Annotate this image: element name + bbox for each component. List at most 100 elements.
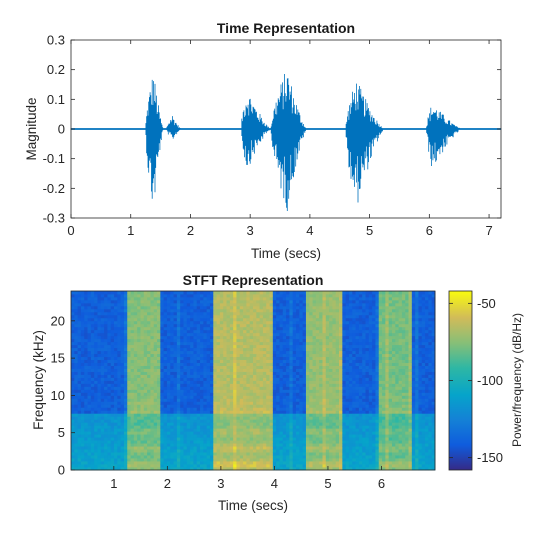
heatmap-cell (243, 318, 247, 321)
heatmap-cell (184, 440, 188, 443)
heatmap-cell (256, 428, 260, 431)
heatmap-cell (336, 297, 340, 300)
heatmap-cell (147, 294, 151, 297)
heatmap-cell (213, 333, 217, 336)
heatmap-cell (97, 297, 101, 300)
heatmap-cell (250, 315, 254, 318)
heatmap-cell (193, 431, 197, 434)
heatmap-cell (260, 333, 264, 336)
heatmap-cell (91, 342, 95, 345)
heatmap-cell (286, 401, 290, 404)
heatmap-cell (203, 395, 207, 398)
heatmap-cell (250, 300, 254, 303)
heatmap-cell (74, 306, 78, 309)
heatmap-cell (250, 375, 254, 378)
heatmap-cell (213, 360, 217, 363)
heatmap-cell (227, 395, 231, 398)
heatmap-cell (174, 291, 178, 294)
heatmap-cell (283, 348, 287, 351)
heatmap-cell (137, 437, 141, 440)
heatmap-cell (200, 354, 204, 357)
heatmap-cell (236, 336, 240, 339)
heatmap-cell (147, 419, 151, 422)
heatmap-cell (193, 437, 197, 440)
heatmap-cell (160, 321, 164, 324)
heatmap-cell (220, 446, 224, 449)
heatmap-cell (319, 324, 323, 327)
heatmap-cell (94, 378, 98, 381)
heatmap-cell (289, 327, 293, 330)
heatmap-cell (71, 375, 75, 378)
heatmap-cell (303, 401, 307, 404)
heatmap-cell (220, 318, 224, 321)
heatmap-cell (250, 378, 254, 381)
heatmap-cell (339, 458, 343, 461)
heatmap-cell (187, 294, 191, 297)
heatmap-cell (289, 339, 293, 342)
heatmap-cell (319, 452, 323, 455)
heatmap-cell (101, 351, 105, 354)
heatmap-cell (243, 416, 247, 419)
heatmap-cell (339, 324, 343, 327)
heatmap-cell (180, 437, 184, 440)
heatmap-cell (101, 330, 105, 333)
heatmap-cell (71, 428, 75, 431)
heatmap-cell (160, 398, 164, 401)
heatmap-cell (203, 303, 207, 306)
heatmap-cell (134, 428, 138, 431)
heatmap-cell (134, 336, 138, 339)
heatmap-cell (296, 416, 300, 419)
heatmap-cell (117, 297, 121, 300)
heatmap-cell (207, 407, 211, 410)
heatmap-cell (326, 419, 330, 422)
heatmap-cell (263, 378, 267, 381)
heatmap-cell (283, 357, 287, 360)
heatmap-cell (230, 306, 234, 309)
heatmap-cell (177, 369, 181, 372)
heatmap-cell (289, 321, 293, 324)
heatmap-cell (283, 419, 287, 422)
heatmap-cell (339, 372, 343, 375)
heatmap-cell (197, 345, 201, 348)
heatmap-cell (207, 342, 211, 345)
heatmap-cell (111, 437, 115, 440)
heatmap-cell (306, 372, 310, 375)
heatmap-cell (184, 428, 188, 431)
heatmap-cell (233, 407, 237, 410)
heatmap-cell (230, 348, 234, 351)
heatmap-cell (174, 437, 178, 440)
heatmap-cell (339, 452, 343, 455)
heatmap-cell (263, 386, 267, 389)
heatmap-cell (174, 458, 178, 461)
heatmap-cell (299, 398, 303, 401)
heatmap-cell (339, 330, 343, 333)
heatmap-cell (326, 372, 330, 375)
heatmap-cell (144, 315, 148, 318)
heatmap-cell (286, 419, 290, 422)
heatmap-cell (117, 455, 121, 458)
heatmap-cell (144, 386, 148, 389)
heatmap-cell (190, 348, 194, 351)
heatmap-cell (217, 351, 221, 354)
heatmap-cell (88, 431, 92, 434)
heatmap-cell (303, 422, 307, 425)
heatmap-cell (164, 321, 168, 324)
heatmap-cell (200, 324, 204, 327)
heatmap-cell (71, 425, 75, 428)
heatmap-cell (88, 372, 92, 375)
heatmap-cell (286, 327, 290, 330)
heatmap-cell (78, 369, 82, 372)
heatmap-cell (154, 398, 158, 401)
heatmap-cell (104, 410, 108, 413)
heatmap-cell (293, 339, 297, 342)
heatmap-cell (260, 315, 264, 318)
heatmap-cell (233, 419, 237, 422)
heatmap-cell (144, 369, 148, 372)
heatmap-cell (276, 375, 280, 378)
heatmap-cell (293, 395, 297, 398)
heatmap-cell (111, 339, 115, 342)
heatmap-cell (303, 437, 307, 440)
heatmap-cell (127, 363, 131, 366)
heatmap-cell (233, 461, 237, 464)
heatmap-cell (114, 407, 118, 410)
